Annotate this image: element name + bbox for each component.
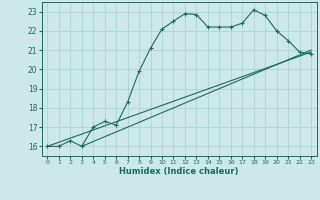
X-axis label: Humidex (Indice chaleur): Humidex (Indice chaleur) [119, 167, 239, 176]
